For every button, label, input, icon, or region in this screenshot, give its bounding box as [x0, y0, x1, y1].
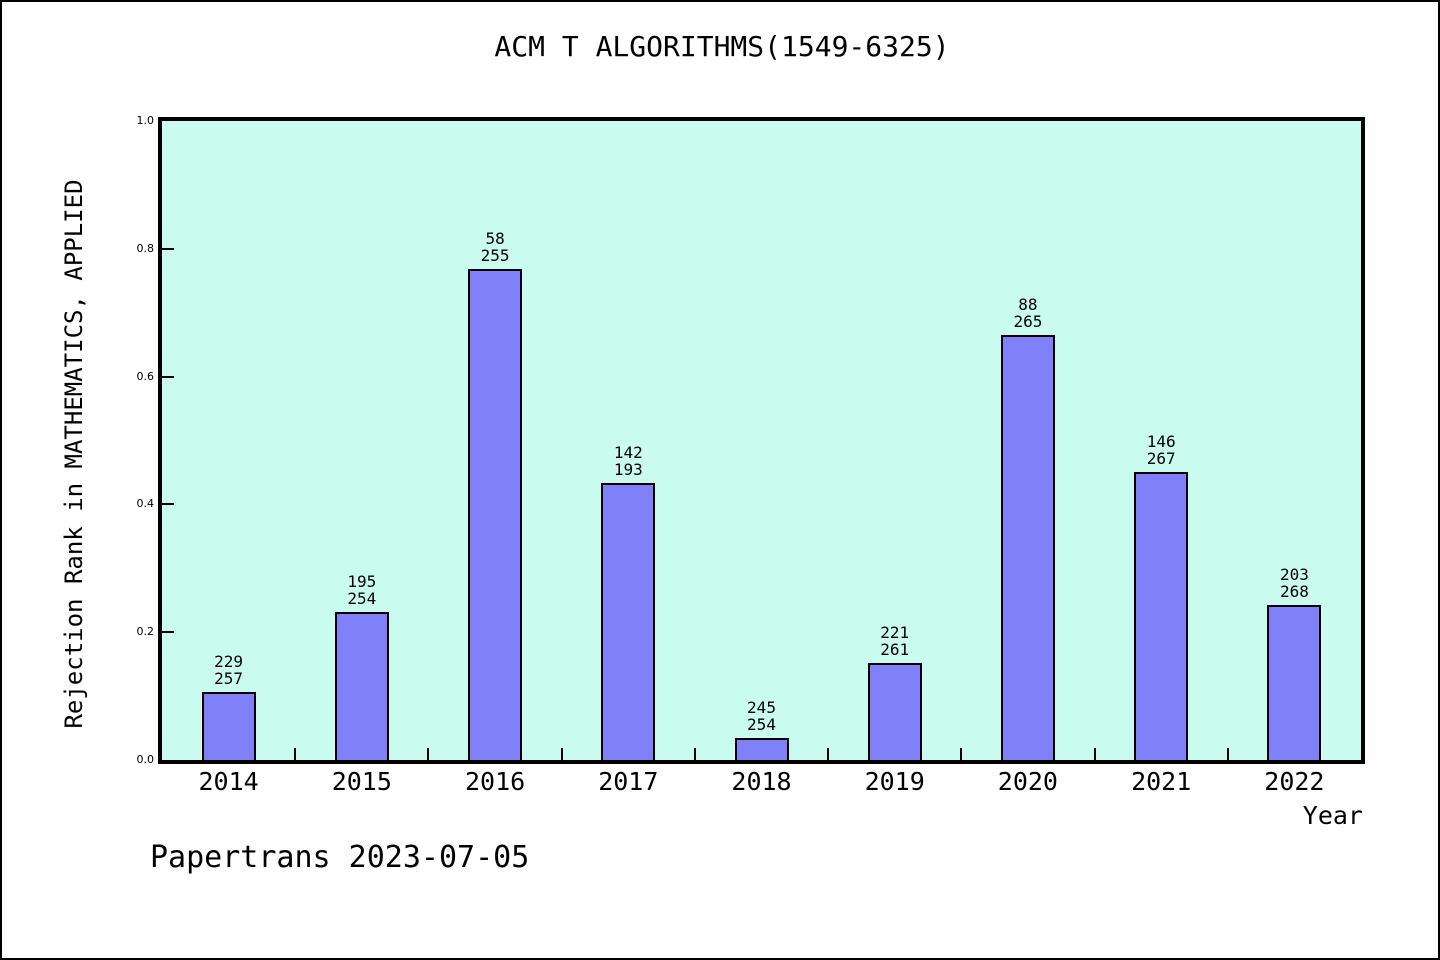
bar-annotation-2014: 229 257	[169, 653, 289, 687]
bar-annotation-2020: 88 265	[968, 296, 1088, 330]
annotation-total: 268	[1279, 582, 1309, 601]
x-tick-label-2017: 2017	[598, 767, 659, 796]
bar-2021	[1134, 472, 1189, 760]
annotation-rank: 229	[214, 652, 244, 671]
y-tick-label-0.2: 0.2	[136, 625, 155, 639]
annotation-total: 257	[214, 669, 244, 688]
watermark-text: Papertrans 2023-07-05	[150, 840, 530, 875]
x-axis-tick	[1226, 748, 1229, 760]
bar-2015	[334, 612, 389, 760]
bar-annotation-2019: 221 261	[835, 624, 955, 658]
bar-2016	[468, 269, 523, 760]
y-axis-tick	[162, 375, 174, 378]
x-axis-tick	[960, 748, 963, 760]
bar-2014	[201, 692, 256, 760]
y-axis-tick	[162, 247, 174, 250]
bar-annotation-2017: 142 193	[568, 444, 688, 478]
bar-2022	[1267, 605, 1322, 760]
bar-annotation-2022: 203 268	[1234, 566, 1354, 600]
x-tick-label-2022: 2022	[1264, 767, 1325, 796]
x-tick-label-2019: 2019	[864, 767, 925, 796]
bar-annotation-2018: 245 254	[702, 699, 822, 733]
bar-annotation-2015: 195 254	[302, 573, 422, 607]
x-axis-tick	[560, 748, 563, 760]
bar-2017	[601, 483, 656, 760]
annotation-total: 261	[880, 640, 910, 659]
annotation-total: 254	[347, 589, 377, 608]
annotation-rank: 146	[1146, 432, 1176, 451]
y-axis-label: Rejection Rank in MATHEMATICS, APPLIED	[60, 179, 88, 729]
annotation-rank: 195	[347, 572, 377, 591]
annotation-rank: 88	[1018, 295, 1038, 314]
y-axis-tick	[162, 631, 174, 634]
y-axis-tick	[162, 503, 174, 506]
annotation-total: 265	[1013, 312, 1043, 331]
annotation-total: 193	[613, 460, 643, 479]
annotation-rank: 203	[1279, 565, 1309, 584]
annotation-total: 267	[1146, 449, 1176, 468]
x-axis-tick	[427, 748, 430, 760]
chart-title: ACM T ALGORITHMS(1549-6325)	[494, 30, 950, 63]
annotation-total: 255	[480, 246, 510, 265]
y-tick-label-1.0: 1.0	[136, 114, 155, 127]
x-tick-label-2018: 2018	[731, 767, 792, 796]
bar-2020	[1000, 335, 1055, 760]
y-tick-label-0.6: 0.6	[136, 369, 155, 383]
x-tick-label-2021: 2021	[1131, 767, 1192, 796]
x-axis-tick	[294, 748, 297, 760]
x-tick-label-2020: 2020	[997, 767, 1058, 796]
bar-annotation-2021: 146 267	[1101, 433, 1221, 467]
x-axis-tick	[1093, 748, 1096, 760]
bar-2019	[867, 663, 922, 760]
x-axis-label: Year	[1302, 801, 1363, 830]
annotation-total: 254	[747, 715, 776, 734]
x-axis-tick	[827, 748, 830, 760]
y-tick-label-0.0: 0.0	[136, 753, 155, 766]
annotation-rank: 221	[880, 623, 910, 642]
x-axis-tick	[693, 748, 696, 760]
y-tick-label-0.8: 0.8	[136, 241, 155, 255]
x-tick-label-2014: 2014	[198, 767, 259, 796]
annotation-rank: 142	[613, 443, 643, 462]
x-tick-label-2016: 2016	[464, 767, 526, 796]
annotation-rank: 245	[747, 698, 776, 717]
annotation-rank: 58	[485, 229, 505, 248]
x-tick-label-2015: 2015	[331, 767, 392, 796]
y-tick-label-0.4: 0.4	[136, 497, 155, 511]
plot-area: 229 257 195 254 58 255 142 193 245 254 221 261 88 265…	[158, 117, 1365, 764]
bar-annotation-2016: 58 255	[435, 230, 555, 264]
bar-2018	[734, 738, 789, 760]
